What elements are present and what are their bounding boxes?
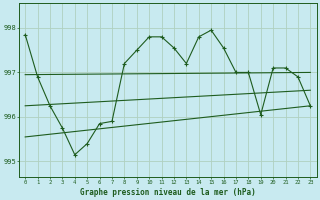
X-axis label: Graphe pression niveau de la mer (hPa): Graphe pression niveau de la mer (hPa)	[80, 188, 256, 197]
